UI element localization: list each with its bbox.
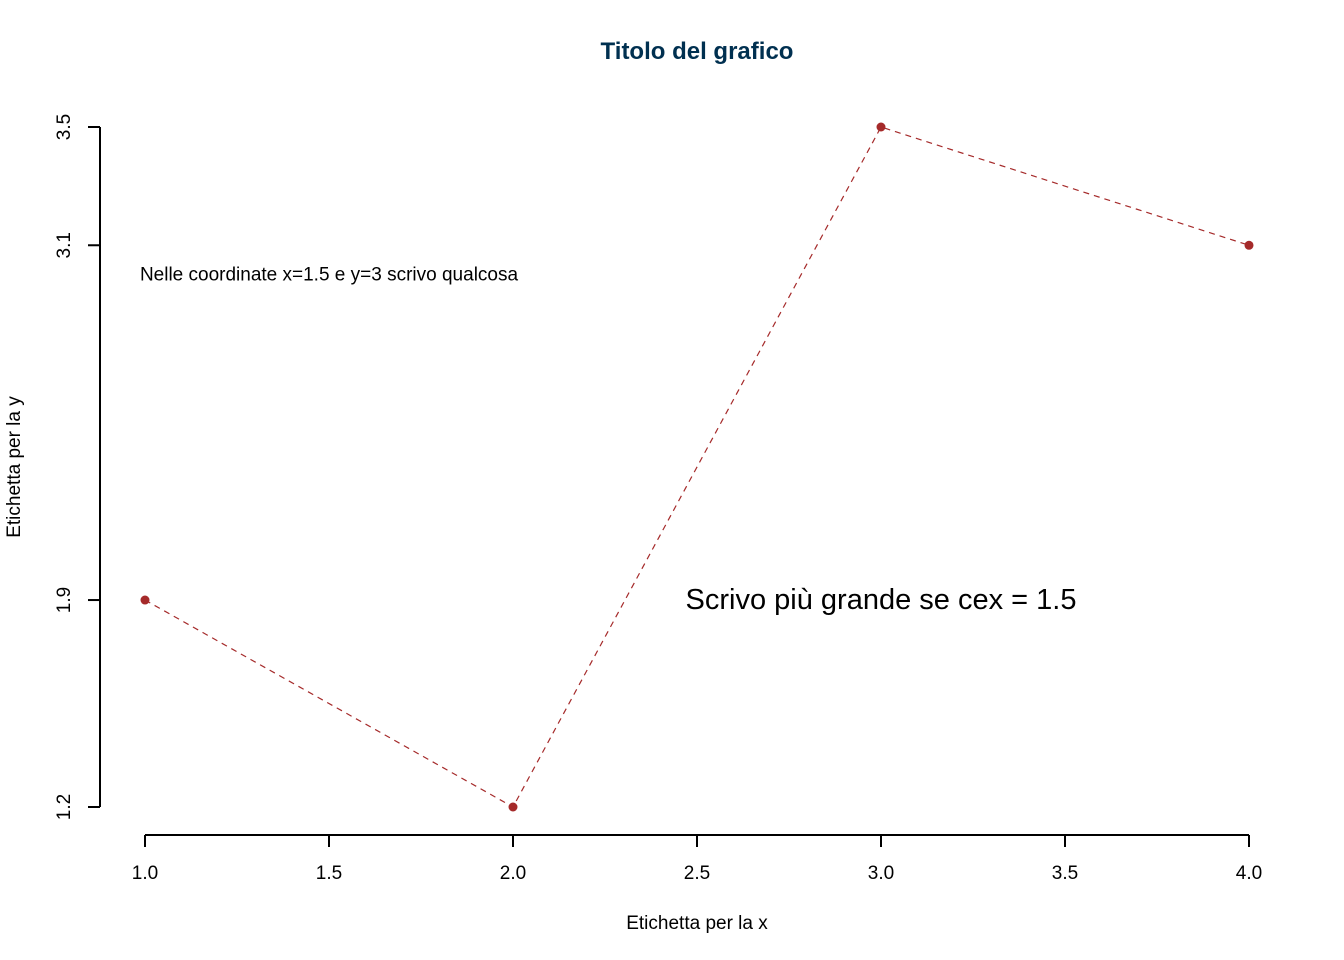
x-tick-label: 1.0 [132, 863, 158, 884]
y-tick-label: 1.2 [54, 794, 75, 820]
x-tick-label: 3.5 [1052, 863, 1078, 884]
y-tick-label: 3.5 [54, 114, 75, 140]
x-tick-label: 2.5 [684, 863, 710, 884]
annotation-text: Nelle coordinate x=1.5 e y=3 scrivo qual… [140, 264, 519, 285]
data-series [140, 122, 1254, 812]
x-axis-label: Etichetta per la x [626, 913, 768, 934]
chart-title: Titolo del grafico [601, 38, 794, 65]
data-point [140, 595, 150, 605]
x-tick-label: 1.5 [316, 863, 342, 884]
data-point [876, 122, 886, 132]
data-point [508, 802, 518, 812]
y-axis-label: Etichetta per la y [4, 396, 25, 538]
annotation-text: Scrivo più grande se cex = 1.5 [686, 584, 1077, 616]
y-tick-label: 1.9 [54, 587, 75, 613]
y-axis: 1.2 1.9 3.1 3.5 [54, 114, 101, 820]
x-tick-label: 2.0 [500, 863, 526, 884]
data-point [1244, 240, 1254, 250]
series-line [144, 126, 1250, 808]
y-tick-label: 3.1 [54, 232, 75, 258]
x-tick-label: 4.0 [1236, 863, 1262, 884]
annotations: Nelle coordinate x=1.5 e y=3 scrivo qual… [140, 264, 1077, 616]
x-tick-label: 3.0 [868, 863, 894, 884]
x-axis: 1.0 1.5 2.0 2.5 3.0 3.5 4.0 [132, 834, 1262, 884]
